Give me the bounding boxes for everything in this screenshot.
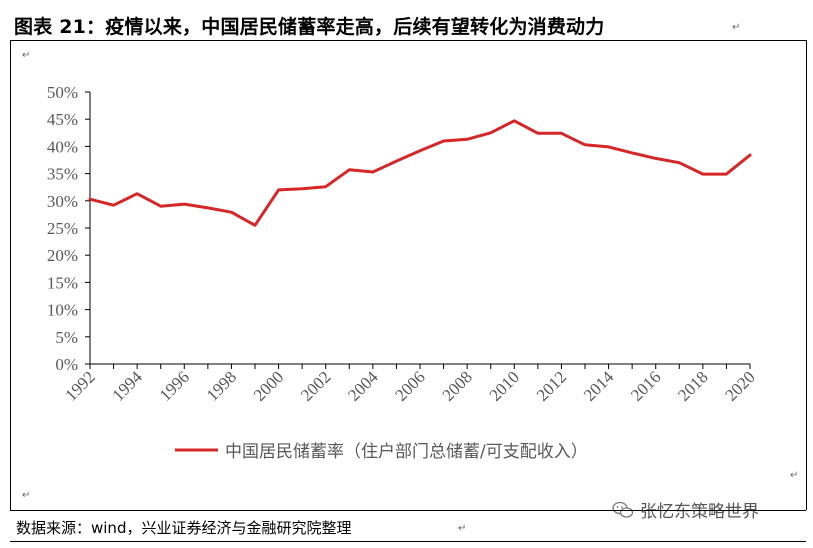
y-tick-label: 0% <box>55 355 78 374</box>
y-tick-label: 50% <box>47 83 78 102</box>
x-tick-label: 2002 <box>297 367 334 404</box>
x-tick-label: 2000 <box>250 367 287 404</box>
x-tick-label: 2020 <box>721 367 758 404</box>
source-footer: 数据来源：wind，兴业证券经济与金融研究院整理 ↵ <box>10 510 806 542</box>
y-tick-label: 5% <box>55 328 78 347</box>
paragraph-mark: ↵ <box>22 490 31 501</box>
y-tick-label: 25% <box>47 219 78 238</box>
x-tick-label: 1994 <box>108 367 146 405</box>
figure-title-bar: 图表 21：疫情以来，中国居民储蓄率走高，后续有望转化为消费动力 ↵ <box>10 8 806 41</box>
wechat-icon <box>612 501 634 518</box>
paragraph-mark: ↵ <box>732 22 741 33</box>
x-tick-label: 2004 <box>344 367 382 405</box>
x-tick-label: 2018 <box>674 367 711 404</box>
y-axis: 0% 5% 10% 15% 20% 25% 30% 35% 40% 45% 50% <box>47 83 91 374</box>
x-tick-label: 2012 <box>533 367 570 404</box>
frame-left-border <box>10 40 11 510</box>
x-tick-label: 2006 <box>391 367 428 404</box>
paragraph-mark: ↵ <box>22 50 31 61</box>
x-tick-label: 2008 <box>438 367 475 404</box>
y-tick-label: 20% <box>47 246 78 265</box>
x-tick-label: 1996 <box>156 367 193 404</box>
legend-label: 中国居民储蓄率（住户部门总储蓄/可支配收入） <box>225 442 588 462</box>
figure-title: 图表 21：疫情以来，中国居民储蓄率走高，后续有望转化为消费动力 <box>14 16 605 38</box>
x-tick-label: 2016 <box>627 367 664 404</box>
y-tick-label: 15% <box>47 273 78 292</box>
paragraph-mark: ↵ <box>458 523 467 534</box>
x-tick-label: 2010 <box>486 367 523 404</box>
legend: 中国居民储蓄率（住户部门总储蓄/可支配收入） <box>175 442 588 462</box>
y-tick-label: 45% <box>47 110 78 129</box>
y-tick-label: 10% <box>47 301 78 320</box>
paragraph-mark: ↵ <box>790 470 799 481</box>
series-lines <box>88 119 752 227</box>
x-tick-label: 2014 <box>580 367 618 405</box>
watermark-text: 张忆东策略世界 <box>640 502 759 522</box>
y-tick-label: 40% <box>47 137 78 156</box>
x-tick-label: 1998 <box>203 367 240 404</box>
source-note: 数据来源：wind，兴业证券经济与金融研究院整理 <box>16 519 352 537</box>
y-tick-label: 30% <box>47 192 78 211</box>
frame-right-border <box>806 40 807 510</box>
series-line <box>88 119 752 227</box>
watermark: 张忆东策略世界 <box>612 497 759 522</box>
x-axis: 1992 1994 1996 1998 2000 2002 2004 2006 2008 2010… <box>61 363 759 405</box>
y-tick-label: 35% <box>47 165 78 184</box>
